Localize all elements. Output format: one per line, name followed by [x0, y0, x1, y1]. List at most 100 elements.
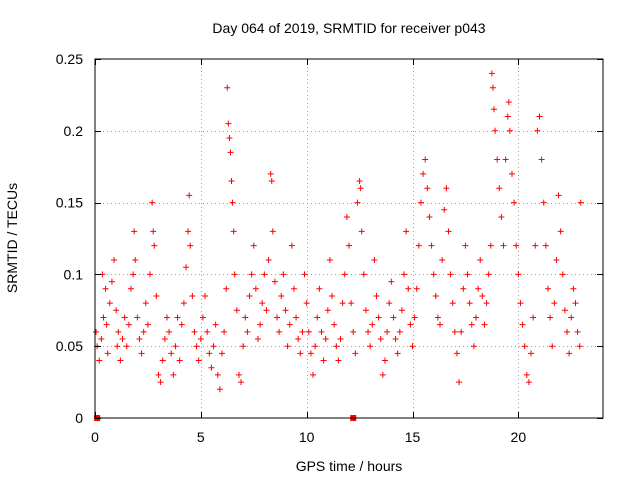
data-point	[276, 328, 283, 335]
data-point	[492, 127, 499, 134]
data-point	[254, 336, 261, 343]
data-point	[335, 357, 342, 364]
data-point	[513, 242, 520, 249]
data-point	[475, 285, 482, 292]
data-point	[477, 257, 484, 264]
data-point	[430, 271, 437, 278]
axis-ticks: 0 5 10 15 20 0 0.05 0.1 0.15 0.2 0.25	[56, 51, 603, 445]
data-point	[411, 314, 418, 321]
data-point	[360, 271, 367, 278]
data-point	[521, 343, 528, 350]
data-point	[125, 321, 132, 328]
data-point	[517, 300, 524, 307]
x-axis-label: GPS time / hours	[296, 458, 403, 474]
data-point	[111, 257, 118, 264]
y-tick-label: 0.05	[56, 338, 83, 354]
data-point	[555, 192, 562, 199]
data-point	[390, 314, 397, 321]
data-point	[155, 371, 162, 378]
data-point	[432, 292, 439, 299]
data-point	[159, 357, 166, 364]
data-point	[367, 343, 374, 350]
data-point	[224, 84, 231, 91]
data-point	[354, 199, 361, 206]
data-point	[151, 242, 158, 249]
data-point	[286, 321, 293, 328]
data-point	[557, 228, 564, 235]
data-point	[339, 300, 346, 307]
data-point	[278, 292, 285, 299]
data-point	[494, 156, 501, 163]
data-point	[350, 328, 357, 335]
data-point	[127, 285, 134, 292]
data-point	[530, 314, 537, 321]
data-point	[525, 379, 532, 386]
data-point	[536, 113, 543, 120]
data-point	[443, 185, 450, 192]
data-point	[481, 321, 488, 328]
data-point	[362, 307, 369, 314]
data-point	[123, 343, 130, 350]
data-point	[396, 328, 403, 335]
data-point	[102, 285, 109, 292]
data-point	[265, 257, 272, 264]
data-point	[312, 343, 319, 350]
data-point	[144, 321, 151, 328]
data-point	[462, 242, 469, 249]
data-point	[561, 307, 568, 314]
data-point	[121, 314, 128, 321]
data-point	[504, 113, 511, 120]
data-point	[523, 371, 530, 378]
data-point	[225, 120, 232, 127]
data-point	[150, 228, 157, 235]
data-point	[538, 156, 545, 163]
data-point	[307, 350, 314, 357]
data-point	[542, 242, 549, 249]
data-point	[559, 271, 566, 278]
x-tick-label: 0	[91, 429, 99, 445]
data-point	[447, 271, 454, 278]
data-point	[487, 242, 494, 249]
data-point	[186, 192, 193, 199]
data-point	[178, 321, 185, 328]
data-point	[115, 328, 122, 335]
data-point	[373, 292, 380, 299]
data-point	[572, 300, 579, 307]
data-point	[377, 336, 384, 343]
data-point	[242, 314, 249, 321]
data-point	[502, 156, 509, 163]
data-point	[490, 106, 497, 113]
data-point	[428, 242, 435, 249]
data-point	[301, 271, 308, 278]
data-point	[240, 343, 247, 350]
data-point	[119, 336, 126, 343]
data-point	[114, 343, 121, 350]
data-point	[226, 134, 233, 141]
data-point	[576, 343, 583, 350]
data-point	[420, 170, 427, 177]
data-point	[540, 199, 547, 206]
data-point	[329, 292, 336, 299]
data-point	[458, 328, 465, 335]
data-point	[434, 314, 441, 321]
data-point	[379, 371, 386, 378]
data-point	[269, 228, 276, 235]
data-point	[553, 257, 560, 264]
data-point	[394, 350, 401, 357]
data-point	[214, 371, 221, 378]
data-point	[441, 206, 448, 213]
data-point	[199, 314, 206, 321]
data-point	[528, 350, 535, 357]
data-point	[348, 300, 355, 307]
data-point	[314, 314, 321, 321]
data-point	[392, 336, 399, 343]
data-point	[193, 343, 200, 350]
data-point	[250, 242, 257, 249]
y-tick-label: 0.1	[64, 266, 84, 282]
data-point	[574, 328, 581, 335]
data-point	[532, 242, 539, 249]
data-point	[140, 328, 147, 335]
data-point	[439, 257, 446, 264]
